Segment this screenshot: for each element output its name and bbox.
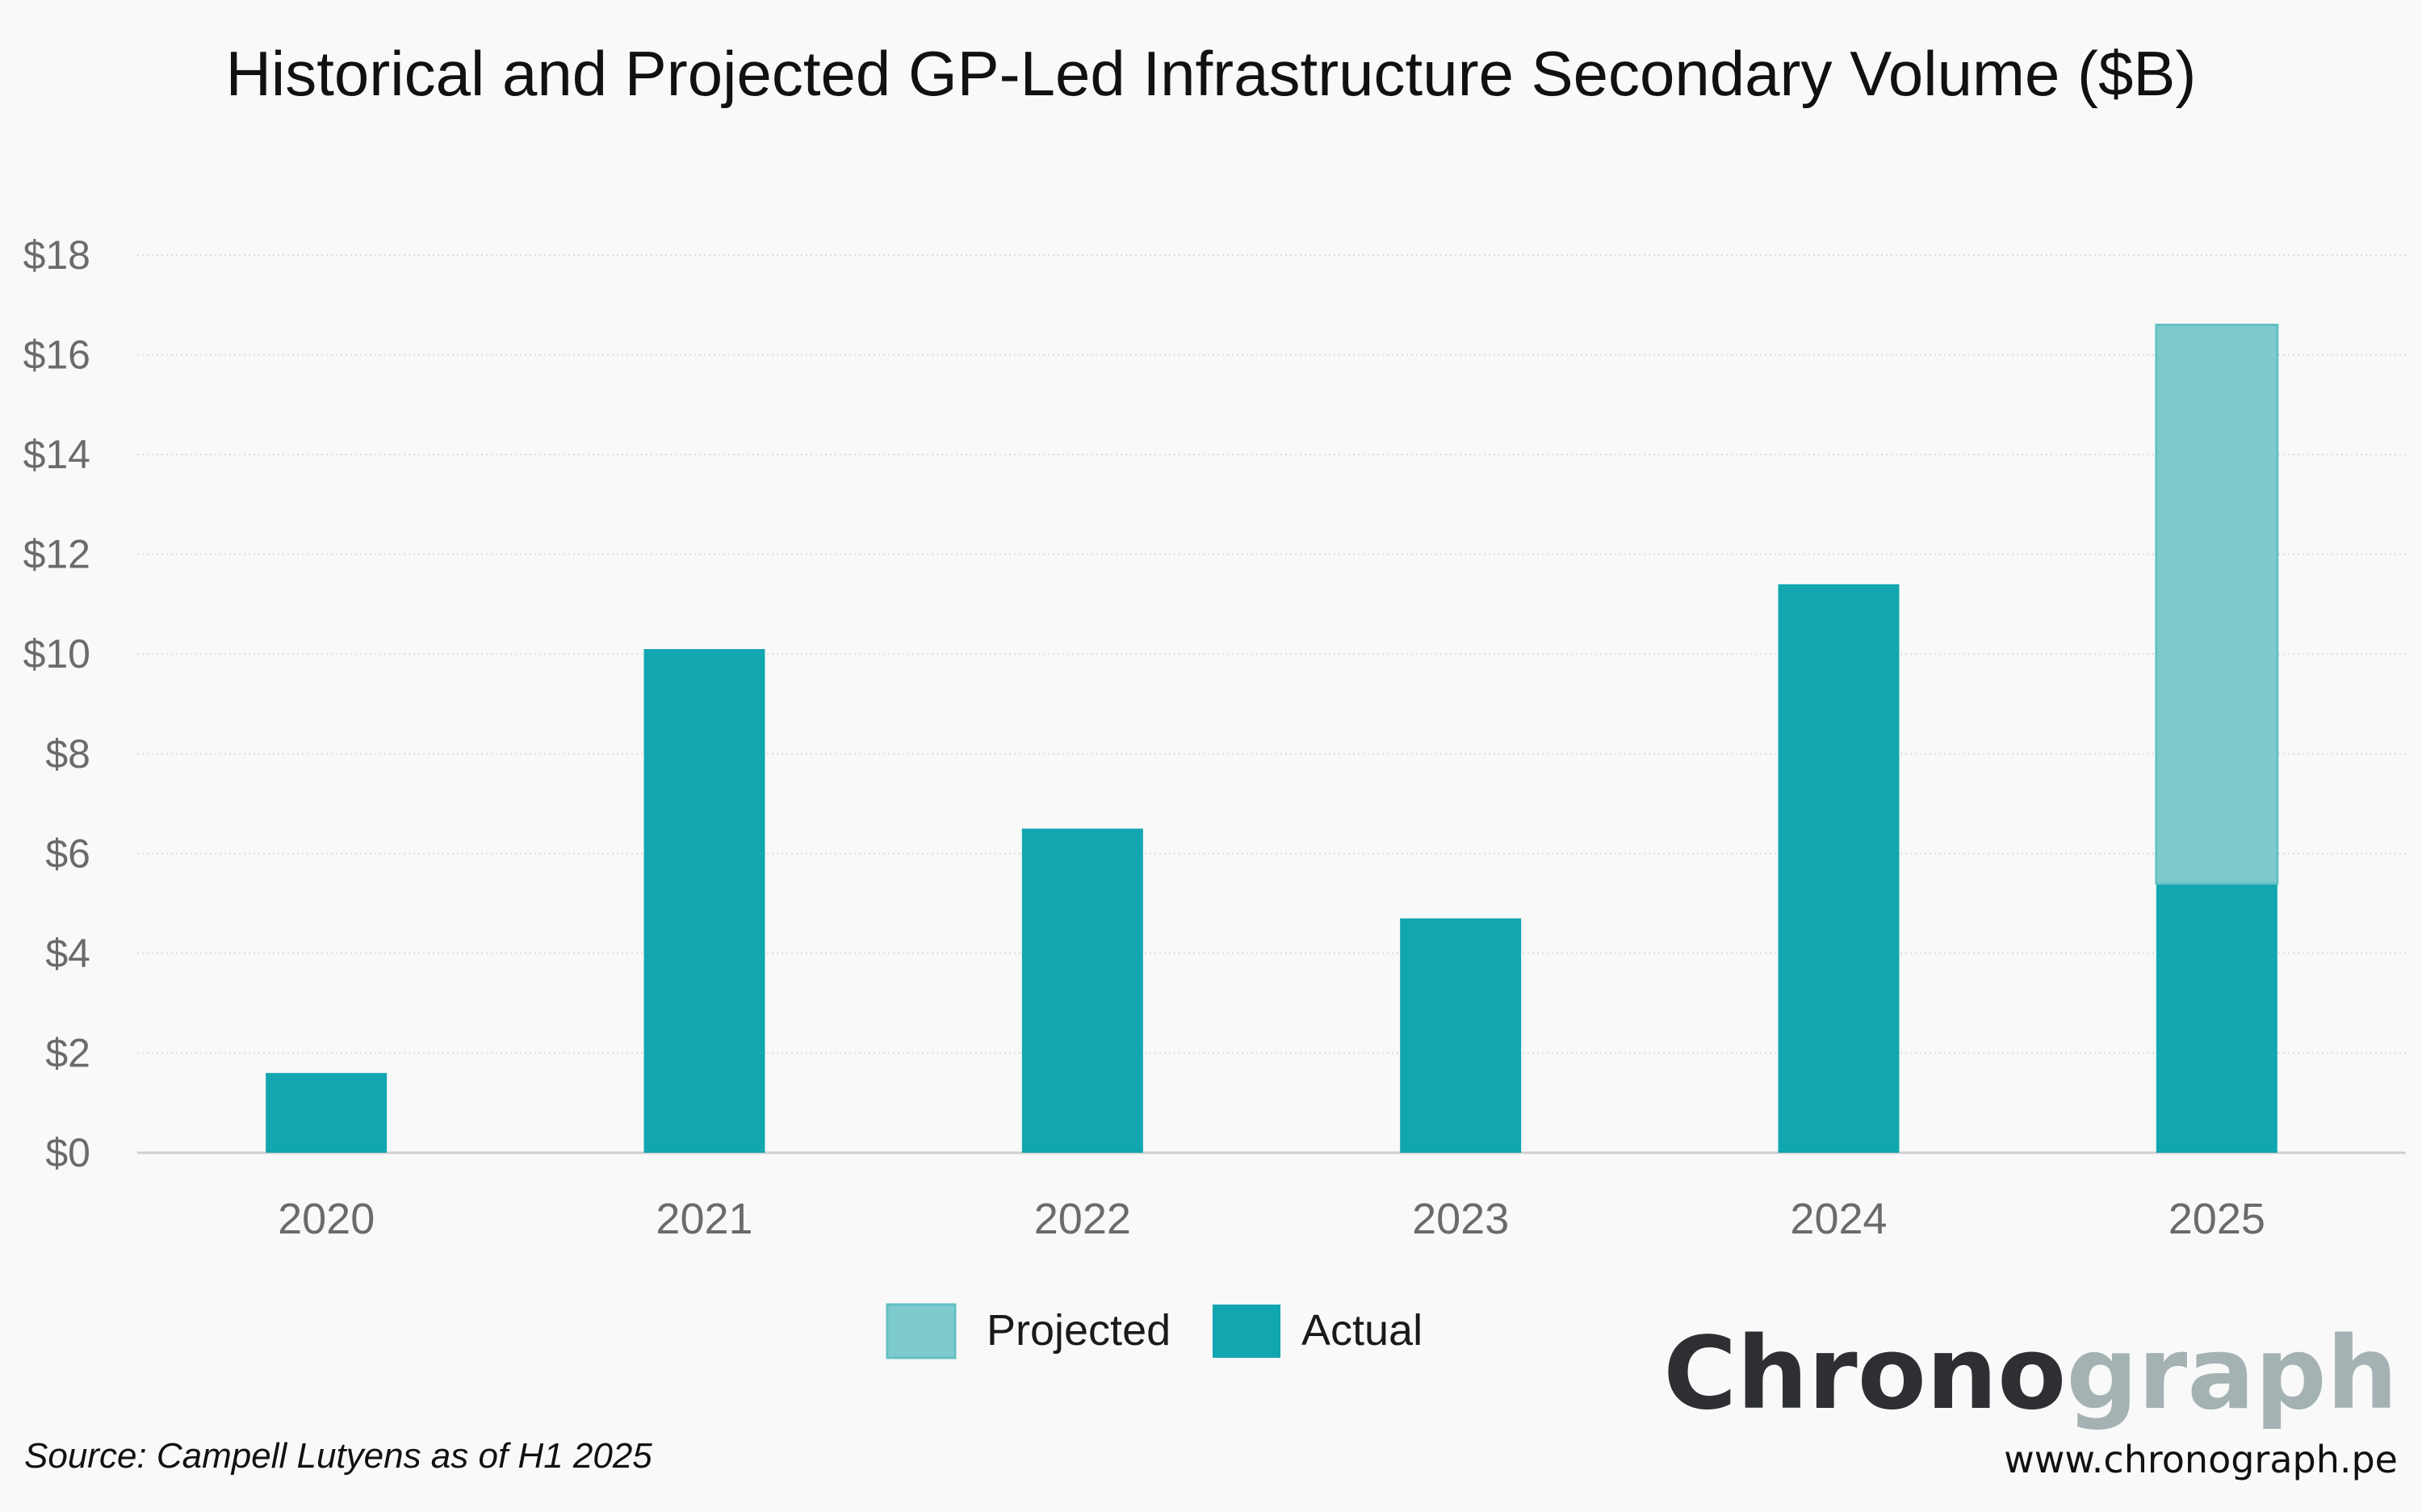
y-tick-label: $16: [23, 333, 90, 378]
y-tick-label: $8: [45, 731, 90, 777]
brand-url: www.chronograph.pe: [2004, 1438, 2398, 1481]
grid-lines: [137, 254, 2406, 1054]
legend-label-actual: Actual: [1301, 1306, 1423, 1355]
bar-actual-2023: [1400, 918, 1522, 1153]
x-tick-label: 2025: [2168, 1195, 2265, 1243]
bar-projected-2025: [2155, 323, 2279, 885]
y-tick-label: $6: [45, 831, 90, 876]
legend: Projected Actual: [886, 1303, 1423, 1359]
y-tick-label: $14: [23, 432, 90, 477]
bar-actual-2021: [643, 649, 765, 1153]
bar-actual-2024: [1778, 584, 1900, 1153]
x-tick-label: 2020: [278, 1195, 375, 1243]
y-tick-label: $10: [23, 631, 90, 676]
x-tick-label: 2023: [1412, 1195, 1509, 1243]
x-tick-label: 2021: [656, 1195, 752, 1243]
source-note: Source: Campell Lutyens as of H1 2025: [24, 1436, 652, 1476]
bar-actual-2022: [1021, 828, 1143, 1153]
bar-actual-2020: [266, 1073, 388, 1153]
x-tick-label: 2022: [1034, 1195, 1131, 1243]
bar-actual-2025: [2156, 883, 2277, 1153]
legend-label-projected: Projected: [987, 1306, 1171, 1355]
y-tick-label: $18: [23, 232, 90, 278]
y-tick-label: $4: [45, 931, 90, 976]
chart-title: Historical and Projected GP-Led Infrastr…: [226, 38, 2197, 109]
legend-swatch-projected: [886, 1303, 957, 1359]
y-tick-label: $0: [45, 1130, 90, 1175]
bars: [266, 323, 2279, 1153]
x-axis-ticks: 2020 2021 2022 2023 2024 2025: [278, 1195, 2265, 1243]
y-tick-label: $12: [23, 532, 90, 577]
chronograph-logo: Chronograph: [1663, 1316, 2398, 1432]
y-tick-label: $2: [45, 1030, 90, 1075]
x-tick-label: 2024: [1790, 1195, 1887, 1243]
legend-swatch-actual: [1213, 1305, 1280, 1358]
y-axis-ticks: $0 $2 $4 $6 $8 $10 $12 $14 $16 $18: [23, 232, 90, 1175]
